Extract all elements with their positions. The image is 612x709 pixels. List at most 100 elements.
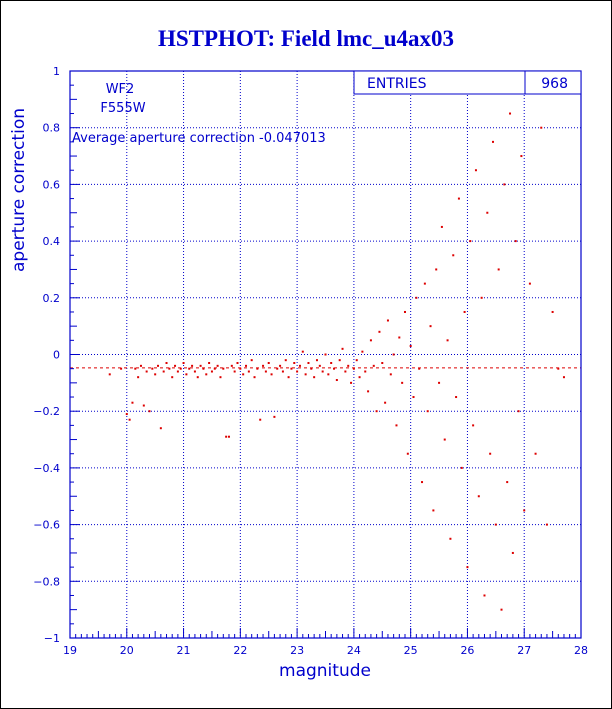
data-point — [264, 370, 267, 373]
y-tick-label: −0.2 — [33, 405, 60, 418]
data-point — [185, 373, 188, 376]
data-point — [245, 364, 248, 367]
data-point — [287, 376, 290, 379]
data-point — [242, 373, 245, 376]
data-point — [315, 359, 318, 362]
y-tick-label: −1 — [44, 632, 60, 645]
data-point — [335, 379, 338, 382]
chip-label: WF2 — [106, 82, 135, 97]
data-point — [142, 404, 145, 407]
data-point — [557, 367, 560, 370]
data-point — [455, 396, 458, 399]
data-point — [523, 509, 526, 512]
data-point — [296, 370, 299, 373]
data-point — [347, 364, 350, 367]
data-point — [551, 310, 554, 313]
data-point — [520, 155, 523, 158]
data-point — [205, 373, 208, 376]
y-tick-label: 0.8 — [43, 122, 61, 135]
data-point — [364, 370, 367, 373]
data-point — [562, 376, 565, 379]
data-point — [159, 427, 162, 430]
data-point — [432, 509, 435, 512]
data-point — [318, 364, 321, 367]
data-point — [489, 452, 492, 455]
data-point — [506, 481, 509, 484]
data-point — [230, 364, 233, 367]
data-point — [182, 362, 185, 365]
data-point — [196, 376, 199, 379]
data-point — [193, 370, 196, 373]
data-point — [239, 367, 242, 370]
data-point — [477, 495, 480, 498]
data-point — [449, 537, 452, 540]
stats-box: ENTRIES 968 — [353, 70, 582, 95]
data-point — [438, 381, 441, 384]
data-point — [313, 376, 316, 379]
data-point — [298, 364, 301, 367]
data-point — [545, 523, 548, 526]
y-tick-label: 0.6 — [43, 178, 61, 191]
stats-entries-value: 968 — [541, 76, 568, 92]
y-axis-title: aperture correction — [9, 108, 29, 272]
data-point — [350, 381, 353, 384]
data-point — [392, 353, 395, 356]
data-point — [474, 169, 477, 172]
data-point — [171, 376, 174, 379]
data-point — [369, 339, 372, 342]
data-point — [412, 396, 415, 399]
data-point — [483, 594, 486, 597]
data-point — [236, 362, 239, 365]
x-tick-label: 22 — [233, 644, 247, 657]
data-point — [284, 359, 287, 362]
data-point — [509, 112, 512, 115]
data-point — [389, 373, 392, 376]
chart-title: HSTPHOT: Field lmc_u4ax03 — [158, 26, 454, 51]
data-point — [276, 367, 279, 370]
data-point — [128, 418, 131, 421]
data-point — [139, 364, 142, 367]
data-point — [279, 364, 282, 367]
data-point — [372, 364, 375, 367]
x-tick-label: 25 — [404, 644, 418, 657]
data-point — [395, 424, 398, 427]
data-point — [179, 367, 182, 370]
data-point — [321, 370, 324, 373]
data-point — [247, 370, 250, 373]
data-point — [267, 362, 270, 365]
data-point — [511, 551, 514, 554]
x-axis-title: magnitude — [279, 661, 371, 681]
data-point — [429, 325, 432, 328]
data-point — [168, 367, 171, 370]
data-point — [253, 376, 256, 379]
data-point — [134, 367, 137, 370]
data-point — [151, 367, 154, 370]
data-point — [443, 438, 446, 441]
data-point — [517, 410, 520, 413]
data-point — [452, 254, 455, 257]
data-point — [262, 364, 265, 367]
data-point — [386, 319, 389, 322]
data-point — [460, 466, 463, 469]
data-point — [227, 435, 230, 438]
data-point — [418, 367, 421, 370]
data-point — [199, 364, 202, 367]
stats-box-frame — [353, 70, 582, 95]
data-point — [176, 370, 179, 373]
data-point — [378, 330, 381, 333]
data-point — [324, 353, 327, 356]
data-point — [381, 362, 384, 365]
average-correction-label: Average aperture correction -0.047013 — [72, 131, 326, 146]
data-point — [426, 410, 429, 413]
data-point — [273, 415, 276, 418]
data-point — [293, 362, 296, 365]
data-point — [165, 362, 168, 365]
data-point — [384, 401, 387, 404]
data-point — [250, 359, 253, 362]
stats-entries-label: ENTRIES — [367, 76, 427, 92]
y-tick-label: 0 — [53, 349, 60, 362]
data-point — [213, 367, 216, 370]
data-point — [281, 370, 284, 373]
data-point — [301, 350, 304, 353]
